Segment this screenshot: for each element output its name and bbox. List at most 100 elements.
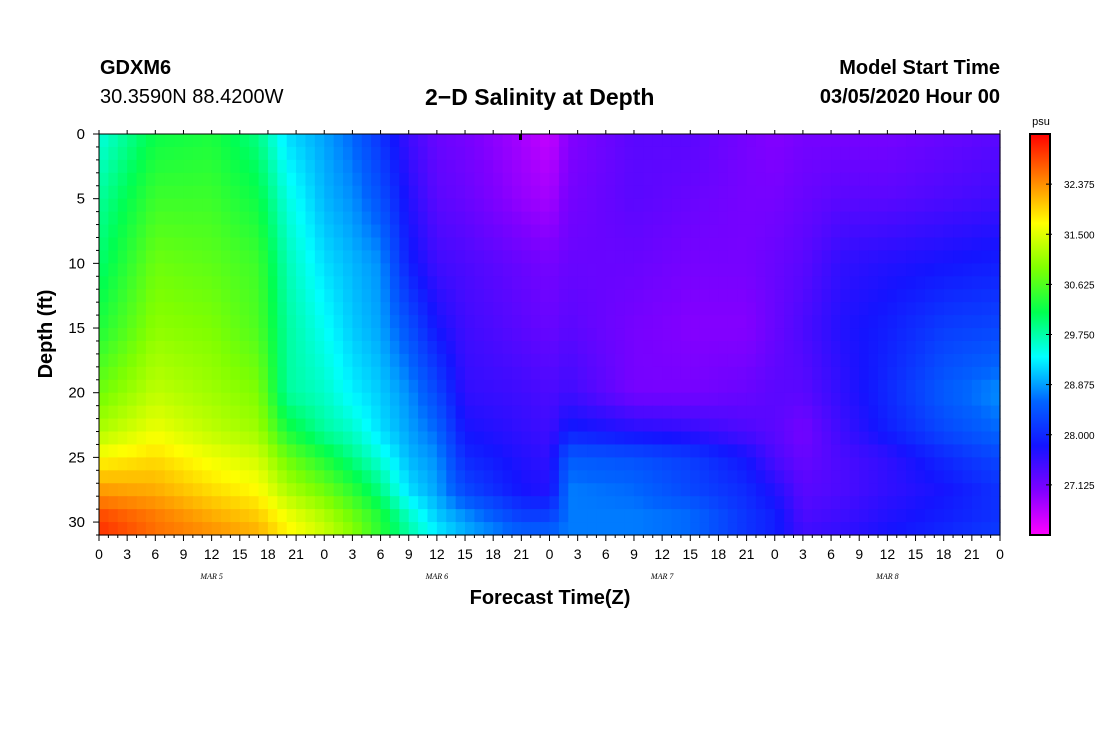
heatmap-cell xyxy=(990,496,1001,510)
heatmap-cell xyxy=(211,366,222,381)
heatmap-cell xyxy=(239,457,250,471)
heatmap-cell xyxy=(727,340,738,355)
heatmap-cell xyxy=(981,353,992,368)
heatmap-cell xyxy=(821,328,832,342)
heatmap-cell xyxy=(765,172,776,187)
heatmap-cell xyxy=(127,237,138,252)
heatmap-cell xyxy=(868,457,879,471)
heatmap-cell xyxy=(258,276,269,290)
heatmap-cell xyxy=(352,379,363,394)
date-label: MAR 5 xyxy=(199,572,222,581)
heatmap-cell xyxy=(127,302,138,316)
heatmap-cell xyxy=(755,431,766,446)
heatmap-cell xyxy=(868,159,879,174)
heatmap-cell xyxy=(934,302,945,316)
heatmap-cell xyxy=(568,340,579,355)
heatmap-cell xyxy=(755,444,766,458)
heatmap-cell xyxy=(511,496,522,510)
heatmap-cell xyxy=(633,134,644,148)
heatmap-cell xyxy=(511,418,522,433)
heatmap-cell xyxy=(859,444,870,458)
heatmap-cell xyxy=(615,250,626,264)
heatmap-cell xyxy=(990,444,1001,458)
heatmap-cell xyxy=(258,237,269,252)
heatmap-cell xyxy=(127,392,138,407)
heatmap-cell xyxy=(690,159,701,174)
heatmap-cell xyxy=(155,224,166,239)
heatmap-cell xyxy=(418,211,429,226)
heatmap-cell xyxy=(906,198,917,213)
heatmap-cell xyxy=(934,340,945,355)
heatmap-cell xyxy=(427,134,438,148)
heatmap-cell xyxy=(258,198,269,213)
heatmap-cell xyxy=(530,509,541,523)
heatmap-cell xyxy=(793,328,804,342)
heatmap-cell xyxy=(633,263,644,277)
heatmap-cell xyxy=(230,340,241,355)
heatmap-cell xyxy=(99,379,109,394)
heatmap-cell xyxy=(746,509,757,523)
heatmap-cell xyxy=(436,444,447,458)
heatmap-cell xyxy=(755,340,766,355)
heatmap-cell xyxy=(530,340,541,355)
heatmap-cell xyxy=(587,224,598,239)
heatmap-cell xyxy=(671,250,682,264)
heatmap-cell xyxy=(286,172,297,187)
heatmap-cell xyxy=(399,237,410,252)
heatmap-cell xyxy=(671,198,682,213)
heatmap-cell xyxy=(333,444,344,458)
heatmap-cell xyxy=(896,198,907,213)
heatmap-cell xyxy=(108,276,119,290)
heatmap-cell xyxy=(174,405,185,420)
heatmap-cell xyxy=(277,134,288,148)
heatmap-cell xyxy=(633,444,644,458)
heatmap-cell xyxy=(277,457,288,471)
heatmap-cell xyxy=(577,405,588,420)
heatmap-cell xyxy=(896,328,907,342)
heatmap-cell xyxy=(990,211,1001,226)
heatmap-cell xyxy=(981,172,992,187)
heatmap-cell xyxy=(296,315,307,329)
heatmap-cell xyxy=(727,328,738,342)
heatmap-cell xyxy=(408,522,419,536)
heatmap-cell xyxy=(774,496,785,510)
heatmap-cell xyxy=(521,134,532,148)
heatmap-cell xyxy=(361,134,372,148)
heatmap-cell xyxy=(558,211,569,226)
heatmap-cell xyxy=(483,470,494,484)
heatmap-cell xyxy=(784,431,795,446)
heatmap-cell xyxy=(765,224,776,239)
heatmap-cell xyxy=(652,379,663,394)
heatmap-cell xyxy=(371,276,382,290)
heatmap-cell xyxy=(990,185,1001,200)
heatmap-cell xyxy=(455,328,466,342)
heatmap-cell xyxy=(408,470,419,484)
heatmap-cell xyxy=(511,431,522,446)
heatmap-cell xyxy=(267,522,278,536)
heatmap-cell xyxy=(174,263,185,277)
heatmap-cell xyxy=(558,444,569,458)
heatmap-cell xyxy=(652,172,663,187)
heatmap-cell xyxy=(812,392,823,407)
heatmap-cell xyxy=(230,289,241,303)
heatmap-cell xyxy=(662,328,673,342)
heatmap-cell xyxy=(305,185,316,200)
heatmap-cell xyxy=(305,522,316,536)
heatmap-cell xyxy=(962,483,973,497)
heatmap-cell xyxy=(953,250,964,264)
heatmap-cell xyxy=(99,263,109,277)
heatmap-cell xyxy=(371,483,382,497)
heatmap-cell xyxy=(427,405,438,420)
heatmap-cell xyxy=(192,315,203,329)
heatmap-cell xyxy=(145,483,156,497)
heatmap-cell xyxy=(164,237,175,252)
heatmap-cell xyxy=(915,418,926,433)
heatmap-cell xyxy=(624,379,635,394)
x-tick-label: 6 xyxy=(827,546,835,562)
heatmap-cell xyxy=(474,250,485,264)
heatmap-cell xyxy=(859,483,870,497)
heatmap-cell xyxy=(211,353,222,368)
heatmap-cell xyxy=(352,431,363,446)
heatmap-cell xyxy=(455,392,466,407)
heatmap-cell xyxy=(727,211,738,226)
